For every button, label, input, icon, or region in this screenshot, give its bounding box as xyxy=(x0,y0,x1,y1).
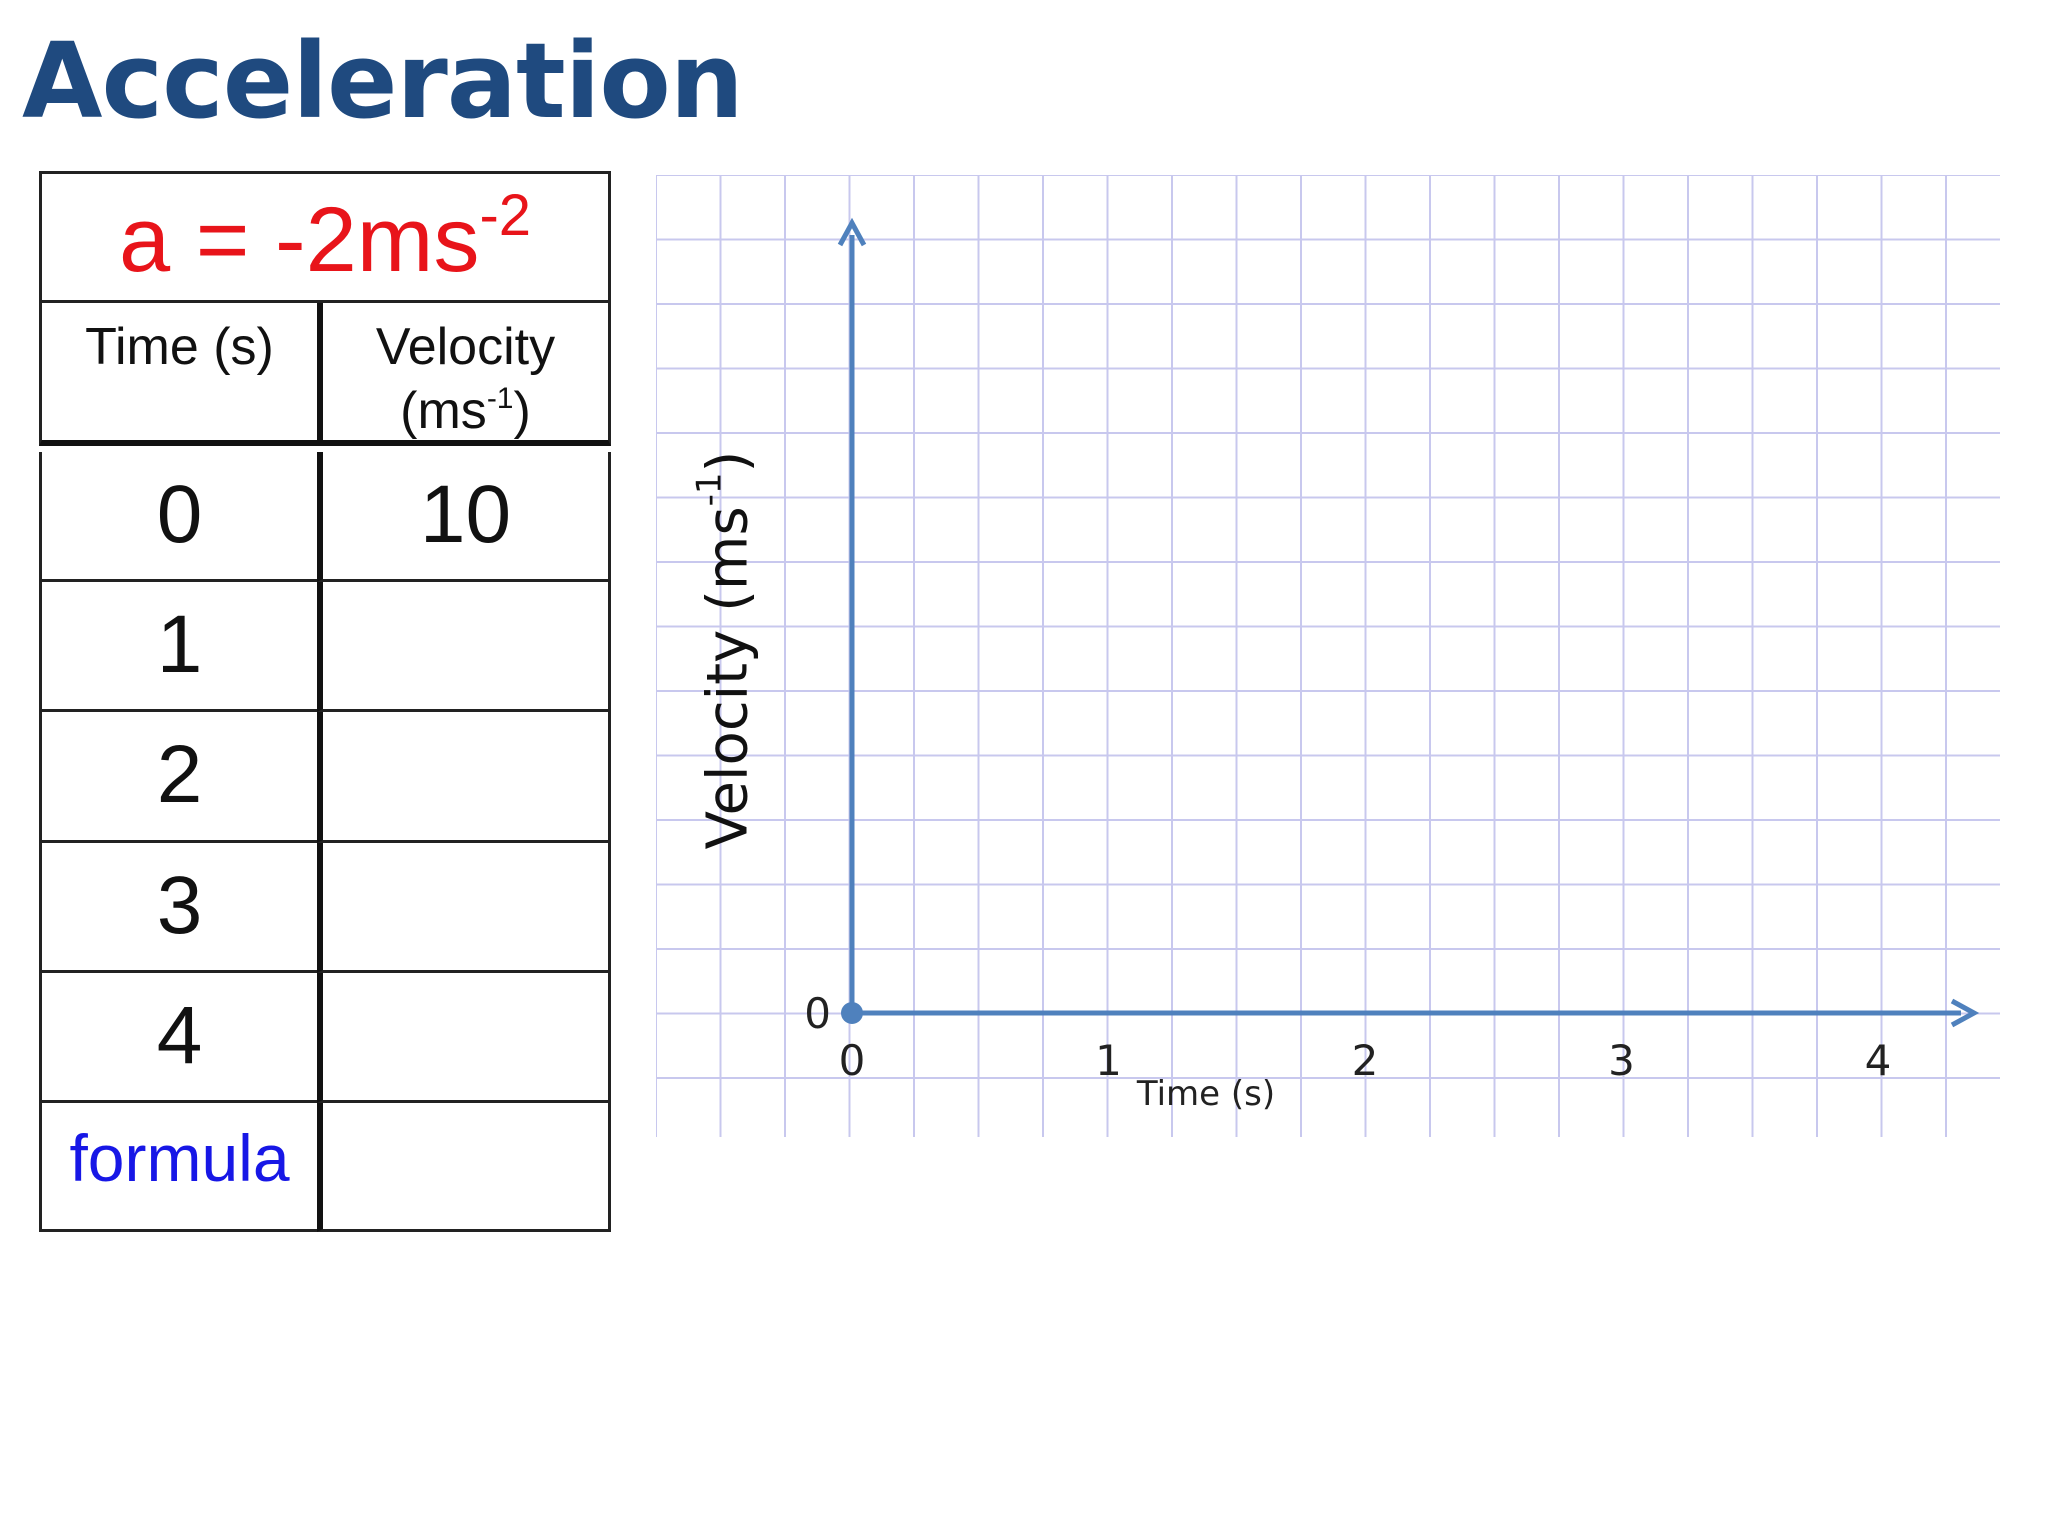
time-header-label: Time (s) xyxy=(85,318,274,376)
velocity-cell xyxy=(317,842,611,973)
time-cell: 0 xyxy=(39,452,317,583)
x-axis-label: Time (s) xyxy=(1136,1074,1275,1114)
velocity-cell xyxy=(317,972,611,1103)
acceleration-formula: a = -2ms-2 xyxy=(39,171,611,303)
formula-label: formula xyxy=(69,1121,290,1195)
x-tick-label: 4 xyxy=(1865,1036,1892,1085)
velocity-table: a = -2ms-2 Time (s) Velocity (ms-1) 0 10 1… xyxy=(39,171,611,1232)
time-header: Time (s) xyxy=(39,303,317,446)
y-axis-label: Velocity (ms-1) xyxy=(689,450,761,850)
velocity-header: Velocity (ms-1) xyxy=(317,303,611,446)
velocity-cell xyxy=(317,712,611,843)
y-axis-arrow xyxy=(837,217,867,247)
velocity-cell xyxy=(317,582,611,713)
origin-point xyxy=(841,1002,863,1024)
time-cell: 3 xyxy=(39,842,317,973)
time-cell: 1 xyxy=(39,582,317,713)
formula-text: a = -2ms xyxy=(118,189,480,291)
time-cell: 2 xyxy=(39,712,317,843)
velocity-header-line1: Velocity xyxy=(375,318,556,376)
slide-title: Acceleration xyxy=(22,20,744,142)
x-tick-label: 3 xyxy=(1608,1036,1635,1085)
velocity-header-line2: (ms-1) xyxy=(400,382,531,440)
y-tick-label: 0 xyxy=(804,989,831,1038)
formula-label-cell: formula xyxy=(39,1103,317,1232)
graph-grid xyxy=(656,175,2000,1137)
formula-value-cell xyxy=(317,1103,611,1232)
x-tick-label: 2 xyxy=(1352,1036,1379,1085)
formula-exponent: -2 xyxy=(479,183,532,248)
velocity-time-graph: 0 1 2 3 4 0 Time (s) xyxy=(656,175,2000,1137)
x-tick-label: 0 xyxy=(839,1036,866,1085)
time-cell: 4 xyxy=(39,972,317,1103)
velocity-cell: 10 xyxy=(317,452,611,583)
graph-axes xyxy=(837,217,1980,1028)
x-tick-label: 1 xyxy=(1095,1036,1122,1085)
x-axis-arrow xyxy=(1950,998,1980,1028)
graph-tick-labels: 0 1 2 3 4 0 Time (s) xyxy=(804,989,1891,1114)
